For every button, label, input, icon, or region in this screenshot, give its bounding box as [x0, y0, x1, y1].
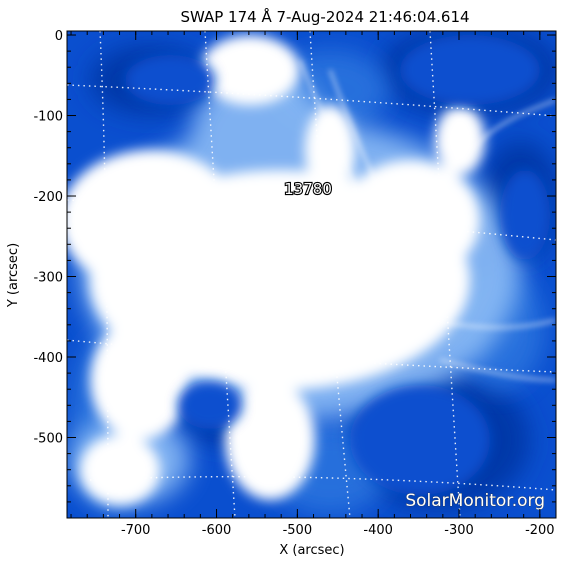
x-tick-label: -600: [202, 523, 232, 538]
active-region-label: 13780: [284, 180, 332, 198]
y-tick-label: -100: [33, 110, 63, 125]
y-tick-label: -300: [33, 271, 63, 286]
x-tick-label: -500: [283, 523, 313, 538]
y-axis-label: Y (arcsec): [6, 243, 21, 308]
watermark: SolarMonitor.org: [405, 491, 545, 511]
solar-image: [67, 31, 556, 518]
y-tick-label: -500: [33, 432, 63, 447]
y-tick-label: -400: [33, 351, 63, 366]
x-tick-label: -400: [363, 523, 393, 538]
x-tick-label: -300: [444, 523, 474, 538]
x-tick-label: -700: [121, 523, 151, 538]
plot-frame: [66, 30, 557, 519]
x-axis-label: X (arcsec): [279, 543, 344, 558]
y-axis: 0 -100 -200 -300 -400 -500: [33, 29, 556, 519]
plot-title: SWAP 174 Å 7-Aug-2024 21:46:04.614: [180, 7, 469, 26]
y-tick-label: 0: [55, 29, 63, 44]
x-tick-label: -200: [525, 523, 555, 538]
y-tick-label: -200: [33, 190, 63, 205]
x-axis: -700 -600 -500 -400 -300 -200: [70, 31, 557, 538]
